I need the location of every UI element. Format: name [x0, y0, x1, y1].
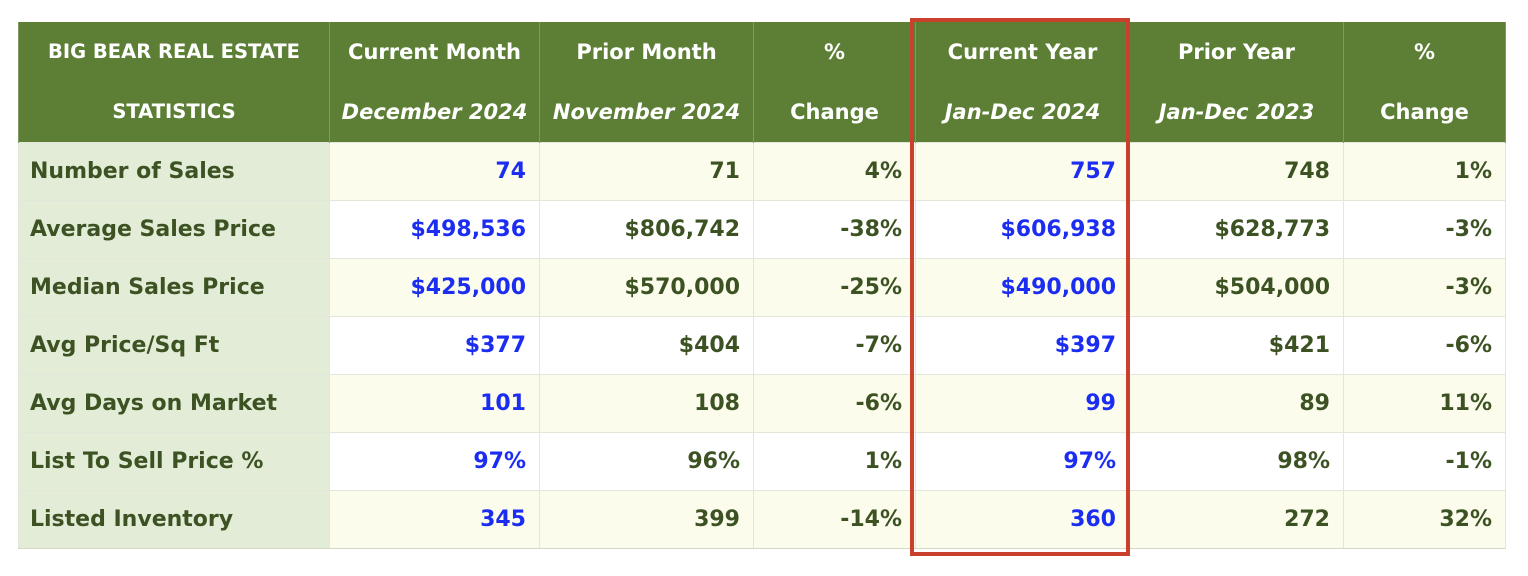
cell-current-month: 97% [329, 432, 540, 491]
header-prior-year-line2: Jan-Dec 2023 [1158, 100, 1315, 124]
header-current-month-line2: December 2024 [341, 100, 528, 124]
header-current-year-line1: Current Year [947, 40, 1098, 64]
header-prior-year: Prior Year Jan-Dec 2023 [1129, 22, 1344, 143]
header-month-change-line1: % [823, 40, 846, 64]
cell-prior-month: $570,000 [539, 258, 754, 317]
row-label: Number of Sales [18, 142, 330, 201]
cell-current-month: $425,000 [329, 258, 540, 317]
cell-current-month: 345 [329, 490, 540, 549]
cell-year-change: 11% [1343, 374, 1506, 433]
cell-current-year: $397 [915, 316, 1130, 375]
header-current-year-line2: Jan-Dec 2024 [944, 100, 1101, 124]
header-prior-year-line1: Prior Year [1177, 40, 1296, 64]
cell-month-change: -38% [753, 200, 916, 259]
cell-prior-year: $421 [1129, 316, 1344, 375]
cell-prior-month: 108 [539, 374, 754, 433]
table-row: Average Sales Price $498,536 $806,742 -3… [18, 200, 1506, 259]
cell-prior-month: 96% [539, 432, 754, 491]
table-row: Number of Sales 74 71 4% 757 748 1% [18, 142, 1506, 201]
cell-year-change: -1% [1343, 432, 1506, 491]
table-row: Median Sales Price $425,000 $570,000 -25… [18, 258, 1506, 317]
cell-year-change: -3% [1343, 258, 1506, 317]
cell-prior-month: 399 [539, 490, 754, 549]
cell-month-change: -6% [753, 374, 916, 433]
cell-current-month: 101 [329, 374, 540, 433]
row-label: Listed Inventory [18, 490, 330, 549]
header-year-change: % Change [1343, 22, 1506, 143]
header-year-change-line2: Change [1380, 100, 1469, 124]
header-title-line1: BIG BEAR REAL ESTATE [48, 40, 300, 63]
cell-month-change: 4% [753, 142, 916, 201]
cell-year-change: 32% [1343, 490, 1506, 549]
cell-month-change: 1% [753, 432, 916, 491]
cell-year-change: -3% [1343, 200, 1506, 259]
cell-current-month: 74 [329, 142, 540, 201]
header-prior-month: Prior Month November 2024 [539, 22, 754, 143]
cell-prior-month: $806,742 [539, 200, 754, 259]
table-row: List To Sell Price % 97% 96% 1% 97% 98% … [18, 432, 1506, 491]
row-label: Avg Days on Market [18, 374, 330, 433]
cell-current-year: 360 [915, 490, 1130, 549]
cell-prior-month: 71 [539, 142, 754, 201]
cell-current-year: 99 [915, 374, 1130, 433]
cell-current-year: $490,000 [915, 258, 1130, 317]
header-month-change: % Change [753, 22, 916, 143]
cell-current-year: $606,938 [915, 200, 1130, 259]
cell-prior-year: 98% [1129, 432, 1344, 491]
row-label: Avg Price/Sq Ft [18, 316, 330, 375]
cell-month-change: -7% [753, 316, 916, 375]
header-current-month: Current Month December 2024 [329, 22, 540, 143]
table-row: Avg Days on Market 101 108 -6% 99 89 11% [18, 374, 1506, 433]
table-row: Listed Inventory 345 399 -14% 360 272 32… [18, 490, 1506, 549]
cell-current-month: $377 [329, 316, 540, 375]
cell-month-change: -14% [753, 490, 916, 549]
header-year-change-line1: % [1413, 40, 1436, 64]
header-prior-month-line1: Prior Month [576, 40, 717, 64]
cell-month-change: -25% [753, 258, 916, 317]
header-current-year: Current Year Jan-Dec 2024 [915, 22, 1130, 143]
cell-current-year: 757 [915, 142, 1130, 201]
cell-current-month: $498,536 [329, 200, 540, 259]
cell-prior-year: 748 [1129, 142, 1344, 201]
row-label: Average Sales Price [18, 200, 330, 259]
header-title: BIG BEAR REAL ESTATE STATISTICS [18, 22, 330, 143]
header-month-change-line2: Change [790, 100, 879, 124]
cell-prior-year: $504,000 [1129, 258, 1344, 317]
cell-year-change: -6% [1343, 316, 1506, 375]
real-estate-stats-table: BIG BEAR REAL ESTATE STATISTICS Current … [18, 22, 1506, 549]
cell-prior-year: 89 [1129, 374, 1344, 433]
table-row: Avg Price/Sq Ft $377 $404 -7% $397 $421 … [18, 316, 1506, 375]
cell-prior-year: 272 [1129, 490, 1344, 549]
header-title-line2: STATISTICS [112, 100, 236, 123]
row-label: List To Sell Price % [18, 432, 330, 491]
cell-year-change: 1% [1343, 142, 1506, 201]
header-prior-month-line2: November 2024 [552, 100, 741, 124]
header-current-month-line1: Current Month [348, 40, 521, 64]
cell-prior-month: $404 [539, 316, 754, 375]
row-label: Median Sales Price [18, 258, 330, 317]
cell-current-year: 97% [915, 432, 1130, 491]
header-row: BIG BEAR REAL ESTATE STATISTICS Current … [18, 22, 1506, 143]
cell-prior-year: $628,773 [1129, 200, 1344, 259]
